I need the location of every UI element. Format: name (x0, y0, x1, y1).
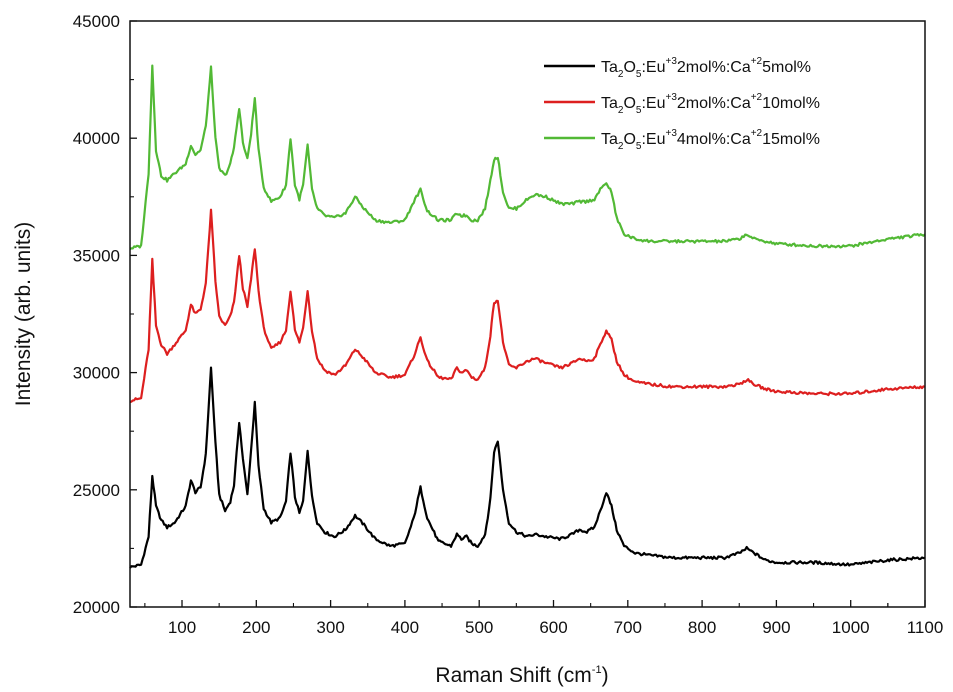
legend-item-2: Ta2O5:Eu+32mol%:Ca+210mol% (544, 92, 820, 116)
x-tick-label: 200 (242, 618, 270, 637)
y-tick-label: 40000 (73, 129, 120, 148)
legend: Ta2O5:Eu+32mol%:Ca+25mol% Ta2O5:Eu+32mol%… (544, 56, 820, 152)
series-line-2 (129, 208, 926, 404)
x-axis-title: Raman Shift (cm-1) (435, 664, 608, 687)
x-tick-label: 500 (465, 618, 493, 637)
x-axis: 100 200 300 400 500 600 700 800 900 1000 1100 (144, 600, 944, 637)
legend-label: Ta2O5:Eu+32mol%:Ca+25mol% (601, 56, 811, 80)
y-tick-label: 25000 (73, 481, 120, 500)
x-tick-label: 700 (614, 618, 642, 637)
x-tick-label: 900 (762, 618, 790, 637)
x-tick-label: 400 (391, 618, 419, 637)
series-layer (129, 64, 926, 569)
legend-label: Ta2O5:Eu+34mol%:Ca+215mol% (601, 128, 820, 152)
y-axis: 20000 25000 30000 35000 40000 45000 (73, 12, 137, 617)
legend-label: Ta2O5:Eu+32mol%:Ca+210mol% (601, 92, 820, 116)
legend-item-3: Ta2O5:Eu+34mol%:Ca+215mol% (544, 128, 820, 152)
y-tick-label: 30000 (73, 364, 120, 383)
y-tick-label: 35000 (73, 246, 120, 265)
y-axis-title: Intensity (arb. units) (12, 222, 35, 406)
x-tick-label: 800 (688, 618, 716, 637)
y-tick-label: 45000 (73, 12, 120, 31)
x-tick-label: 600 (539, 618, 567, 637)
x-tick-label: 100 (168, 618, 196, 637)
x-tick-label: 1100 (907, 618, 944, 637)
series-line-3 (129, 64, 926, 250)
x-tick-label: 1000 (832, 618, 870, 637)
y-tick-label: 20000 (73, 598, 120, 617)
x-tick-label: 300 (316, 618, 344, 637)
series-line-1 (129, 366, 926, 569)
legend-item-1: Ta2O5:Eu+32mol%:Ca+25mol% (544, 56, 811, 80)
